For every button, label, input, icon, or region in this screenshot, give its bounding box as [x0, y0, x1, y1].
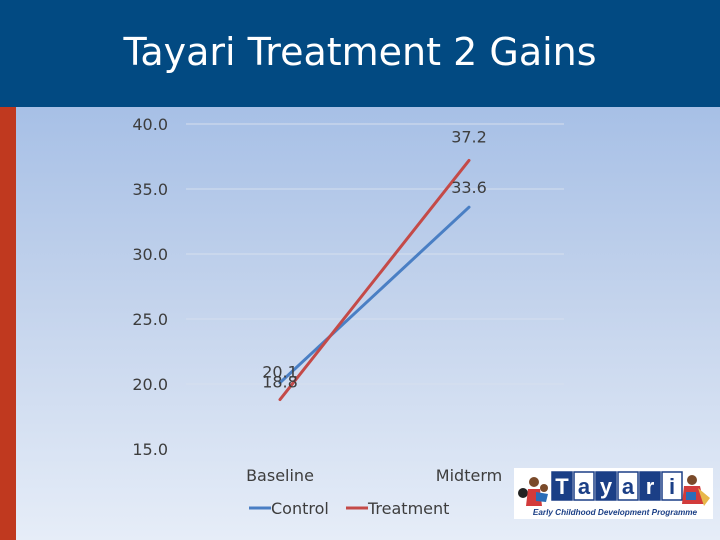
y-tick-label: 35.0	[132, 180, 168, 199]
left-accent-bar	[0, 107, 16, 540]
y-tick-label: 15.0	[132, 440, 168, 459]
data-point-control	[279, 382, 281, 384]
data-point-control	[468, 206, 470, 208]
x-tick-label: Midterm	[436, 466, 502, 485]
logo-letter: T	[555, 474, 569, 499]
logo-letter: y	[600, 474, 613, 499]
logo-letter: i	[669, 474, 675, 499]
y-tick-label: 40.0	[132, 115, 168, 134]
data-point-treatment	[468, 159, 470, 161]
y-tick-label: 20.0	[132, 375, 168, 394]
logo-tile	[573, 471, 595, 501]
logo-tile	[661, 471, 683, 501]
data-label: 20.1	[262, 363, 298, 382]
legend-label-control: Control	[271, 499, 329, 518]
logo-tile	[595, 471, 617, 501]
slide-title: Tayari Treatment 2 Gains	[123, 30, 597, 74]
data-label: 37.2	[451, 127, 487, 146]
x-tick-label: Baseline	[246, 466, 314, 485]
data-label: 18.8	[262, 373, 298, 392]
y-tick-label: 25.0	[132, 310, 168, 329]
data-point-treatment	[279, 399, 281, 401]
logo-tile	[617, 471, 639, 501]
series-line-control	[278, 205, 471, 385]
legend-label-treatment: Treatment	[367, 499, 449, 518]
logo-letter: a	[622, 474, 635, 499]
logo-subtitle: Early Childhood Development Programme	[533, 508, 698, 517]
y-tick-label: 30.0	[132, 245, 168, 264]
logo-letter: a	[578, 474, 591, 499]
logo-tile	[551, 471, 573, 501]
series-line-treatment	[278, 158, 471, 402]
title-banner: Tayari Treatment 2 Gains	[0, 0, 720, 107]
children-illustration-icon	[518, 477, 548, 506]
logo-tile	[639, 471, 661, 501]
data-label: 33.6	[451, 178, 487, 197]
child-reading-icon	[682, 475, 710, 506]
logo-letter: r	[646, 474, 655, 499]
